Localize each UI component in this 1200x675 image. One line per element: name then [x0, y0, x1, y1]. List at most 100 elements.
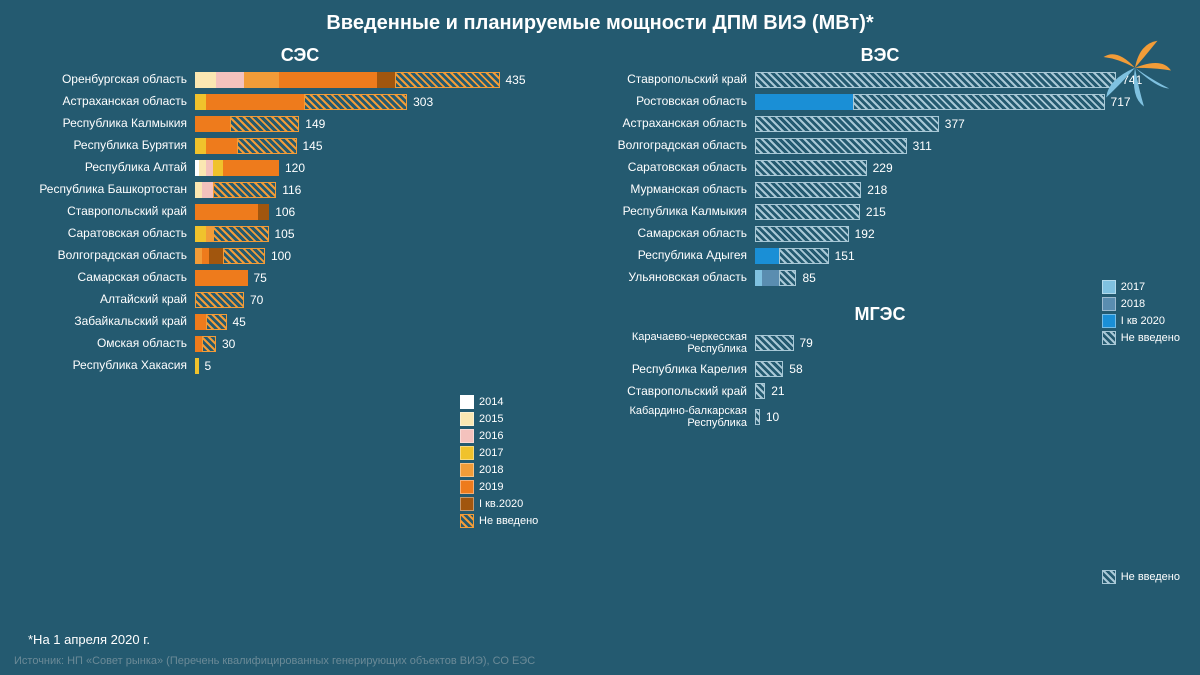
bar [195, 336, 216, 352]
bar-row: Ульяновская область85 [580, 270, 1180, 286]
legend-label: 2017 [479, 447, 503, 459]
legend-swatch [460, 429, 474, 443]
bar-track: 106 [195, 204, 580, 220]
category-label: Забайкальский край [20, 315, 195, 328]
bar [755, 335, 794, 351]
bar-value: 45 [233, 315, 246, 329]
bar-segment-2019 [223, 160, 279, 176]
bar-segment-planned [223, 248, 265, 264]
category-label: Саратовская область [580, 161, 755, 174]
bar [755, 116, 939, 132]
bar-row: Омская область 30 [20, 336, 580, 352]
bar [755, 248, 829, 264]
ves-legend: 20172018I кв 2020Не введено [1102, 280, 1180, 345]
bar-value: 149 [305, 117, 325, 131]
category-label: Ульяновская область [580, 271, 755, 284]
bar-value: 215 [866, 205, 886, 219]
bar-value: 70 [250, 293, 263, 307]
bar-row: Саратовская область 229 [580, 160, 1180, 176]
bar-value: 106 [275, 205, 295, 219]
bar-segment-2019 [206, 138, 238, 154]
bar-segment-planned [755, 226, 849, 242]
bar-segment-2015 [195, 72, 216, 88]
bar-segment-planned [779, 248, 828, 264]
bar-row: Ставропольский край 106 [20, 204, 580, 220]
bar-row: Республика Калмыкия215 [580, 204, 1180, 220]
bar-segment-planned [213, 182, 277, 198]
legend-swatch [1102, 297, 1116, 311]
mges-title: МГЭС [580, 304, 1180, 325]
bar [755, 94, 1105, 110]
bar-value: 105 [275, 227, 295, 241]
bar-value: 30 [222, 337, 235, 351]
bar-value: 229 [873, 161, 893, 175]
bar-segment-planned [853, 94, 1105, 110]
footnote: *На 1 апреля 2020 г. [28, 632, 150, 647]
legend-item: I кв.2020 [460, 497, 538, 511]
bar-value: 151 [835, 249, 855, 263]
category-label: Ставропольский край [580, 73, 755, 86]
legend-label: Не введено [479, 515, 538, 527]
bar-segment-q1_2020 [258, 204, 269, 220]
bar-segment-planned [755, 138, 907, 154]
bar [755, 160, 867, 176]
legend-swatch [460, 395, 474, 409]
legend-item: Не введено [1102, 570, 1180, 584]
bar [755, 361, 783, 377]
bar-track: 120 [195, 160, 580, 176]
category-label: Мурманская область [580, 183, 755, 196]
bar-segment-planned [206, 314, 227, 330]
category-label: Ставропольский край [20, 205, 195, 218]
bar-segment-planned [213, 226, 269, 242]
bar-value: 5 [205, 359, 212, 373]
bar-track: 30 [195, 336, 580, 352]
bar-row: Алтайский край70 [20, 292, 580, 308]
bar-track: 218 [755, 182, 1180, 198]
bar [755, 182, 861, 198]
bar-segment-q1_2020 [755, 248, 779, 264]
bar-segment-q1_2020 [377, 72, 395, 88]
ses-legend: 201420152016201720182019I кв.2020Не введ… [460, 395, 538, 528]
legend-item: 2019 [460, 480, 538, 494]
bar-segment-2019 [195, 204, 258, 220]
bar-value: 58 [789, 362, 802, 376]
bar-value: 435 [506, 73, 526, 87]
bar [195, 314, 227, 330]
bar-track: 311 [755, 138, 1180, 154]
bar-value: 116 [282, 183, 301, 197]
category-label: Омская область [20, 337, 195, 350]
legend-swatch [1102, 570, 1116, 584]
bar-row: Оренбургская область 435 [20, 72, 580, 88]
legend-label: 2018 [479, 464, 503, 476]
category-label: Саратовская область [20, 227, 195, 240]
bar [195, 160, 279, 176]
bar-row: Саратовская область 105 [20, 226, 580, 242]
bar-segment-q1_2020 [755, 94, 853, 110]
bar-track: 151 [755, 248, 1180, 264]
category-label: Астраханская область [20, 95, 195, 108]
bar-segment-2019 [206, 94, 304, 110]
bar [755, 383, 765, 399]
legend-label: I кв 2020 [1121, 315, 1165, 327]
legend-label: I кв.2020 [479, 498, 523, 510]
category-label: Волгоградская область [580, 139, 755, 152]
bar-row: Мурманская область218 [580, 182, 1180, 198]
bar-value: 120 [285, 161, 305, 175]
category-label: Республика Калмыкия [20, 117, 195, 130]
bar-segment-planned [195, 292, 244, 308]
bar-value: 311 [913, 139, 932, 153]
bar-track: 100 [195, 248, 580, 264]
logo-icon [1090, 30, 1180, 120]
bar-row: Республика Бурятия145 [20, 138, 580, 154]
category-label: Оренбургская область [20, 73, 195, 86]
bar [195, 204, 269, 220]
bar-value: 192 [855, 227, 875, 241]
bar-segment-2018 [244, 72, 279, 88]
bar-row: Республика Адыгея151 [580, 248, 1180, 264]
bar [755, 409, 760, 425]
bar [755, 72, 1116, 88]
bar-row: Астраханская область303 [20, 94, 580, 110]
legend-swatch [1102, 280, 1116, 294]
bar-row: Республика Алтай120 [20, 160, 580, 176]
bar [195, 248, 265, 264]
